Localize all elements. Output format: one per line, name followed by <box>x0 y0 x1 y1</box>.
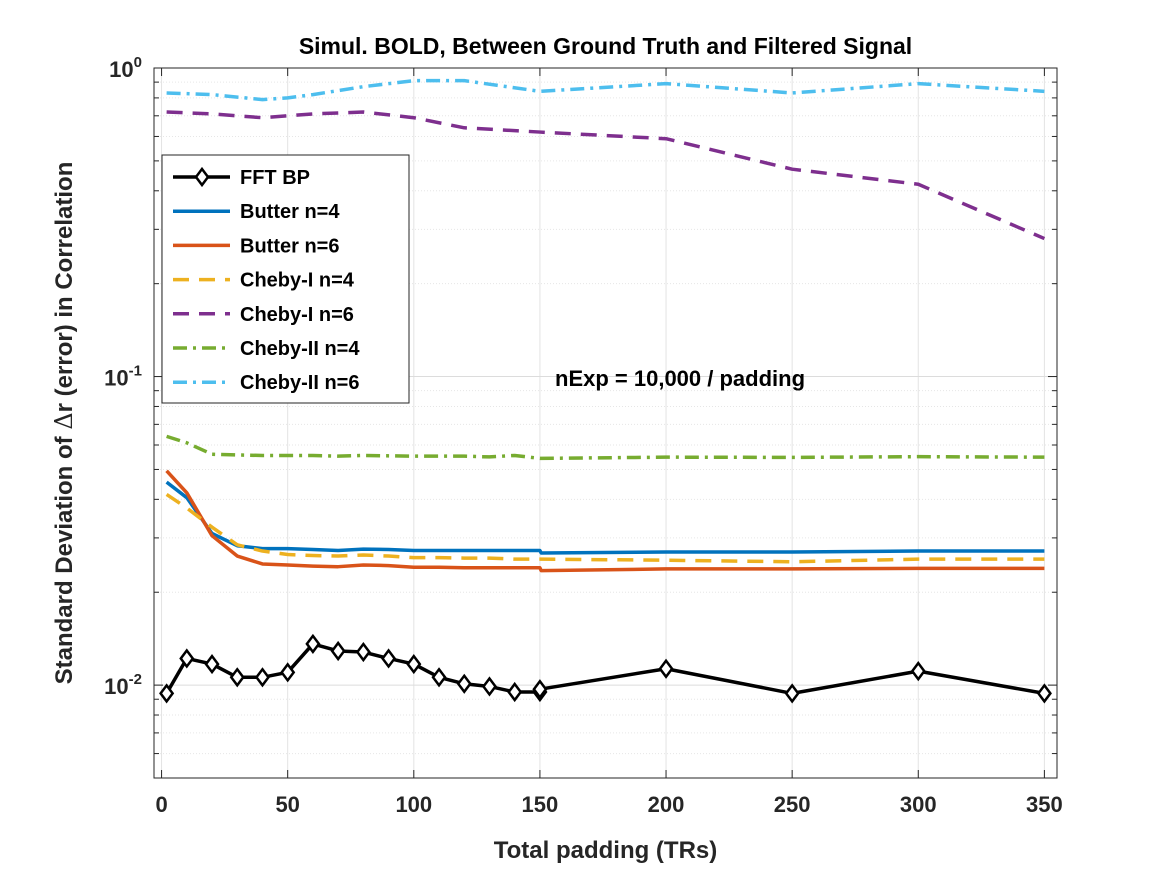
series-marker <box>784 683 800 704</box>
series-marker <box>179 648 195 669</box>
series-marker <box>507 681 523 703</box>
series-marker <box>481 676 498 697</box>
y-tick-exponent: -2 <box>129 671 142 688</box>
x-tick-label: 0 <box>155 792 167 817</box>
legend-label-2: Butter n=6 <box>240 235 339 257</box>
series-marker <box>159 683 175 704</box>
legend-label-5: Cheby-II n=4 <box>240 338 360 360</box>
y-tick-exponent: -1 <box>129 363 142 380</box>
legend-label-4: Cheby-I n=6 <box>240 304 354 326</box>
series-layer <box>159 78 1052 704</box>
series-marker <box>355 641 371 663</box>
series-marker <box>280 662 296 683</box>
x-tick-label: 350 <box>1026 792 1063 817</box>
series-line-1 <box>165 480 1045 555</box>
y-axis-label-post: r (error) in Correlation <box>51 162 78 413</box>
legend-marker <box>194 166 210 188</box>
y-axis-label-delta: Δ <box>50 412 78 429</box>
y-tick-label: 10-2 <box>104 671 142 699</box>
legend-label-0: FFT BP <box>240 167 310 189</box>
series-marker <box>456 673 472 694</box>
y-tick-base: 10 <box>109 57 133 82</box>
series-marker <box>204 653 220 675</box>
y-tick-base: 10 <box>104 366 128 391</box>
series-marker <box>1036 683 1052 704</box>
series-marker <box>431 667 447 688</box>
annotation-nexp: nExp = 10,000 / padding <box>555 366 805 391</box>
x-tick-label: 100 <box>395 792 432 817</box>
y-tick-exponent: 0 <box>134 54 142 71</box>
series-marker <box>406 653 422 675</box>
x-tick-label: 250 <box>774 792 811 817</box>
x-axis-label: Total padding (TRs) <box>494 837 718 864</box>
x-tick-label: 50 <box>275 792 299 817</box>
series-line-4 <box>166 110 1046 241</box>
series-marker <box>658 658 674 679</box>
x-tick-label: 150 <box>522 792 559 817</box>
series-marker <box>910 661 926 682</box>
series-line-6 <box>166 78 1045 102</box>
y-tick-label: 100 <box>109 54 142 82</box>
x-tick-label: 200 <box>648 792 685 817</box>
x-tick-label: 300 <box>900 792 937 817</box>
legend-label-6: Cheby-II n=6 <box>240 372 359 394</box>
series-marker <box>254 667 271 688</box>
legend-label-1: Butter n=4 <box>240 201 340 223</box>
legend-box <box>161 154 410 404</box>
series-line-2 <box>165 469 1045 573</box>
y-tick-base: 10 <box>104 674 128 699</box>
chart-title: Simul. BOLD, Between Ground Truth and Fi… <box>299 33 912 59</box>
series-line-5 <box>166 434 1045 461</box>
y-axis-label-pre: Standard Deviation of <box>51 430 78 685</box>
series-marker <box>532 679 548 700</box>
series-marker <box>381 648 397 669</box>
series-marker <box>229 667 245 688</box>
legend: FFT BP Butter n=4 Butter n=6 Cheby-I n=4 Che… <box>161 154 410 404</box>
y-axis-label: Standard Deviation of Δr (error) in Corr… <box>50 162 78 685</box>
series-marker <box>330 640 346 662</box>
axes-box <box>153 67 1058 779</box>
y-tick-label: 10-1 <box>104 363 142 391</box>
series-marker <box>305 633 321 654</box>
series-line-3 <box>165 492 1045 564</box>
legend-label-3: Cheby-I n=4 <box>240 270 355 292</box>
